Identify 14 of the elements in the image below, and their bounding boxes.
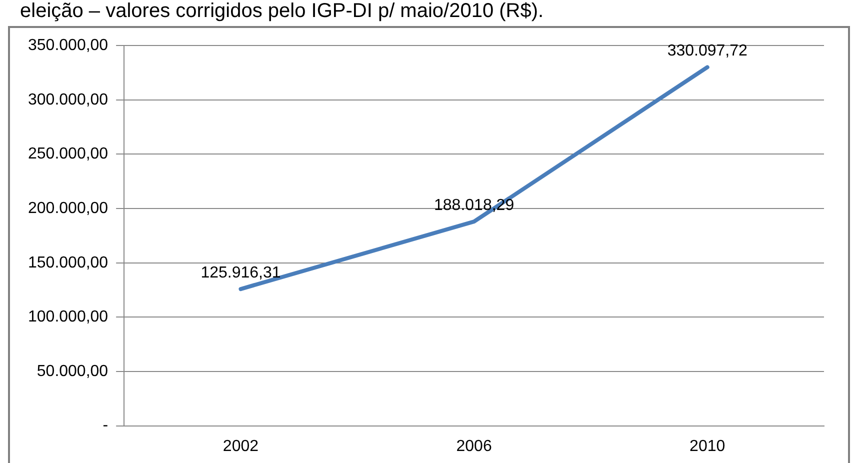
x-tick-label: 2010 — [690, 438, 726, 455]
y-tick-label: 300.000,00 — [28, 91, 108, 108]
y-tick-label: 50.000,00 — [36, 362, 108, 380]
y-tick-label: 200.000,00 — [28, 200, 108, 217]
x-tick-label: 2006 — [456, 438, 492, 455]
y-tick-label: 350.000,00 — [28, 37, 108, 54]
chart-title: eleição – valores corrigidos pelo IGP-DI p/ maio/2010 (R$). — [20, 0, 544, 23]
y-tick-label: - — [102, 417, 108, 434]
x-tick-label: 2002 — [222, 438, 259, 455]
y-tick-label: 250.000,00 — [28, 146, 108, 163]
y-tick-label: 150.000,00 — [28, 254, 108, 272]
data-label: 330.097,72 — [667, 42, 748, 60]
y-tick-label: 100.000,00 — [28, 308, 108, 326]
data-label: 125.916,31 — [200, 264, 281, 282]
